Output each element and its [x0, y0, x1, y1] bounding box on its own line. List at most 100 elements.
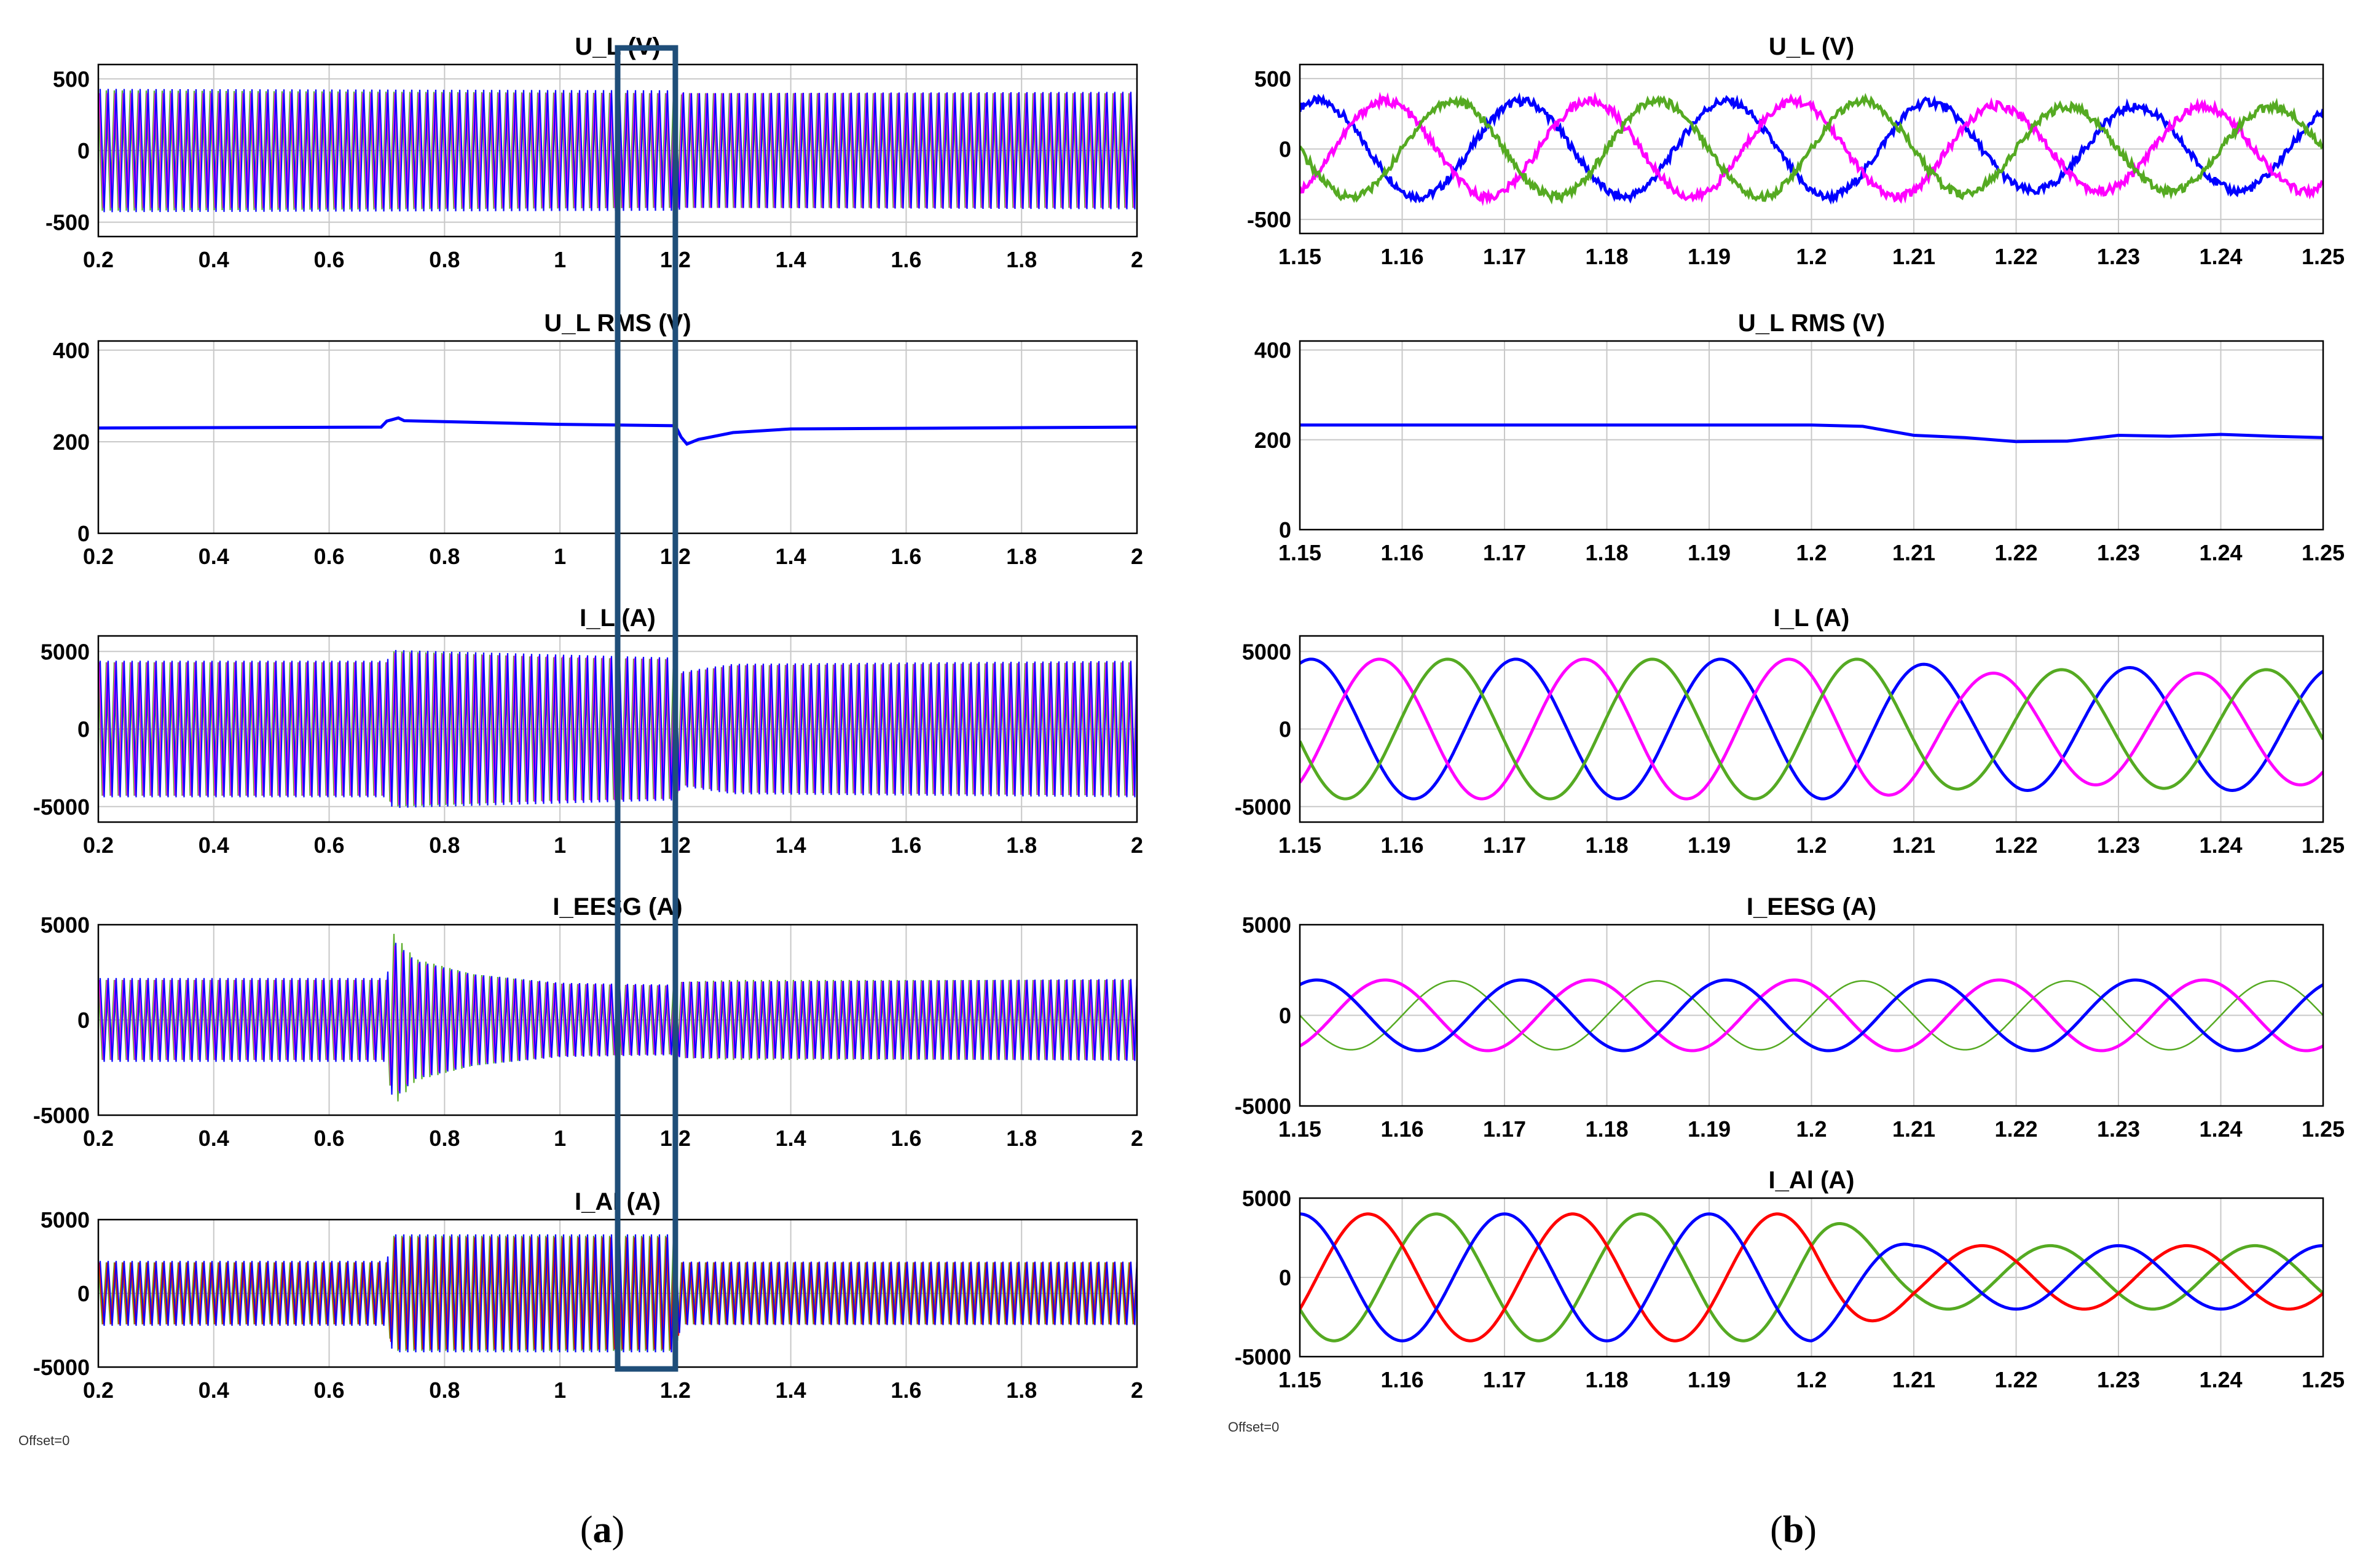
plot-b-2-xtick: 1.17 — [1483, 833, 1526, 858]
plot-b-1-xtick: 1.25 — [2302, 540, 2345, 565]
plot-b-0-ytick: 500 — [1254, 66, 1291, 92]
plot-a-0-xtick: 2 — [1131, 247, 1143, 272]
plot-b-1-ytick: 400 — [1254, 338, 1291, 363]
plot-a-3-xtick: 2 — [1131, 1126, 1143, 1151]
plot-b-0-xtick: 1.16 — [1380, 244, 1423, 269]
plot-b-0-series-phase-a — [1300, 93, 2323, 205]
plot-b-1-title: U_L RMS (V) — [1738, 310, 1885, 337]
plot-b-4-xtick: 1.17 — [1483, 1367, 1526, 1392]
plot-b-4-xtick: 1.24 — [2199, 1367, 2242, 1392]
plot-a-1-ytick: 400 — [53, 338, 90, 363]
plot-b-2-series-phase-b — [1300, 657, 2323, 801]
plot-a-0-xtick: 1.8 — [1006, 247, 1037, 272]
plot-a-2-xtick: 0.6 — [314, 833, 345, 858]
plot-a-4-xtick: 2 — [1131, 1378, 1143, 1403]
plot-b-0-xtick: 1.22 — [1994, 244, 2037, 269]
plot-b-2-series-phase-a — [1300, 657, 2323, 801]
plot-a-3-ytick: 0 — [77, 1008, 90, 1033]
plot-a-4-ytick: 5000 — [41, 1207, 90, 1233]
plot-b-0-xtick: 1.15 — [1278, 244, 1321, 269]
plot-a-0-xtick: 0.2 — [83, 247, 114, 272]
plot-b-0-xtick: 1.24 — [2199, 244, 2242, 269]
plot-a-4-ytick: -5000 — [33, 1355, 90, 1380]
plot-b-2-series-group — [1300, 657, 2323, 801]
plot-a-4-xtick: 1 — [554, 1378, 566, 1403]
plot-b-4-xtick: 1.22 — [1994, 1367, 2037, 1392]
plot-b-0-ytick: 0 — [1279, 137, 1291, 162]
plot-a-4-xtick: 0.6 — [314, 1378, 345, 1403]
plot-a-1-xtick: 2 — [1131, 544, 1143, 569]
plot-b-1-xtick: 1.15 — [1278, 540, 1321, 565]
plot-b-2-ytick: 0 — [1279, 717, 1291, 742]
plot-a-1-ytick: 200 — [53, 429, 90, 455]
plot-a-2-ytick: 5000 — [41, 639, 90, 664]
plot-a-1-xtick: 1.4 — [776, 544, 806, 569]
zoom-highlight-box — [615, 45, 678, 1372]
plot-b-2-ytick: 5000 — [1242, 639, 1291, 664]
plot-a-1-xtick: 0.2 — [83, 544, 114, 569]
plot-b-4: 1.15 1.16 1.17 1.18 1.19 1.2 1.21 1.22 1.23 1.24 1… — [1235, 1167, 2345, 1392]
plot-a-4-xtick: 1.8 — [1006, 1378, 1037, 1403]
plot-a-4-xtick: 0.4 — [199, 1378, 229, 1403]
plot-b-2-xtick: 1.19 — [1688, 833, 1731, 858]
plot-b-3: 1.15 1.16 1.17 1.18 1.19 1.2 1.21 1.22 1.23 1.24 1… — [1235, 893, 2345, 1142]
plot-a-2-xtick: 0.8 — [429, 833, 460, 858]
plot-a-0-xtick: 0.8 — [429, 247, 460, 272]
plot-b-2-title: I_L (A) — [1774, 605, 1850, 632]
caption-a-open: ( — [580, 1509, 593, 1551]
plot-b-1-series-group — [1300, 423, 2323, 444]
plot-a-3-ytick: -5000 — [33, 1103, 90, 1128]
plot-a-2: 0.2 0.4 0.6 0.8 1 1.2 1.4 1.6 1.8 2-500005000I_L … — [33, 605, 1143, 858]
plot-b-0-xtick: 1.17 — [1483, 244, 1526, 269]
plot-b-1-xtick: 1.24 — [2199, 540, 2242, 565]
plot-a-4-xtick: 0.2 — [83, 1378, 114, 1403]
plot-b-4-xtick: 1.18 — [1585, 1367, 1628, 1392]
plot-b-3-xtick: 1.19 — [1688, 1116, 1731, 1142]
plot-b-3-series-phase-a — [1300, 980, 2323, 1051]
plot-a-1-xtick: 0.6 — [314, 544, 345, 569]
plot-b-0-xtick: 1.23 — [2097, 244, 2140, 269]
plot-b-3-xtick: 1.24 — [2199, 1116, 2242, 1142]
plot-b-0-xtick: 1.19 — [1688, 244, 1731, 269]
plot-b-3-title: I_EESG (A) — [1747, 893, 1876, 920]
plot-b-4-xtick: 1.2 — [1796, 1367, 1827, 1392]
plot-b-1-xtick: 1.16 — [1380, 540, 1423, 565]
caption-b-open: ( — [1770, 1509, 1783, 1551]
plot-b-1-xtick: 1.21 — [1892, 540, 1935, 565]
caption-a-letter: a — [593, 1509, 612, 1551]
plot-a-1-xtick: 1.8 — [1006, 544, 1037, 569]
plot-b-1-xtick: 1.18 — [1585, 540, 1628, 565]
offset-label-a: Offset=0 — [18, 1433, 69, 1448]
plot-b-3-series-phase-c — [1300, 978, 2323, 1053]
plot-b-3-xtick: 1.21 — [1892, 1116, 1935, 1142]
plot-a-4-xtick: 0.8 — [429, 1378, 460, 1403]
plot-a-1-xtick: 1 — [554, 544, 566, 569]
plot-a-2-xtick: 1.4 — [776, 833, 806, 858]
offset-label-b: Offset=0 — [1228, 1419, 1279, 1435]
plot-b-1-xtick: 1.2 — [1796, 540, 1827, 565]
plot-a-0-xtick: 1.6 — [891, 247, 921, 272]
plot-b-0-xtick: 1.18 — [1585, 244, 1628, 269]
plot-a-3-xtick: 0.4 — [199, 1126, 229, 1151]
plot-b-2-ytick: -5000 — [1235, 794, 1291, 820]
plot-b-3-series-group — [1300, 978, 2323, 1053]
plot-b-1-xtick: 1.19 — [1688, 540, 1731, 565]
plot-b-0-frame — [1299, 63, 2324, 235]
caption-a-close: ) — [612, 1509, 625, 1551]
plot-a-2-ytick: -5000 — [33, 794, 90, 820]
plot-b-0-xtick: 1.2 — [1796, 244, 1827, 269]
plot-a-3: 0.2 0.4 0.6 0.8 1 1.2 1.4 1.6 1.8 2-500005000I_EE… — [33, 893, 1143, 1151]
plot-b-4-xtick: 1.23 — [2097, 1367, 2140, 1392]
plot-a-0-ytick: 0 — [77, 138, 90, 163]
plot-a-2-xtick: 2 — [1131, 833, 1143, 858]
plot-b-2-xtick: 1.24 — [2199, 833, 2242, 858]
plot-b-1-xtick: 1.23 — [2097, 540, 2140, 565]
plot-a-2-xtick: 1.8 — [1006, 833, 1037, 858]
plot-b-4-xtick: 1.19 — [1688, 1367, 1731, 1392]
plot-b-0-series-phase-c — [1300, 92, 2323, 205]
plot-b-3-xtick: 1.17 — [1483, 1116, 1526, 1142]
plot-a-3-xtick: 0.8 — [429, 1126, 460, 1151]
plot-b-4-ytick: -5000 — [1235, 1344, 1291, 1370]
